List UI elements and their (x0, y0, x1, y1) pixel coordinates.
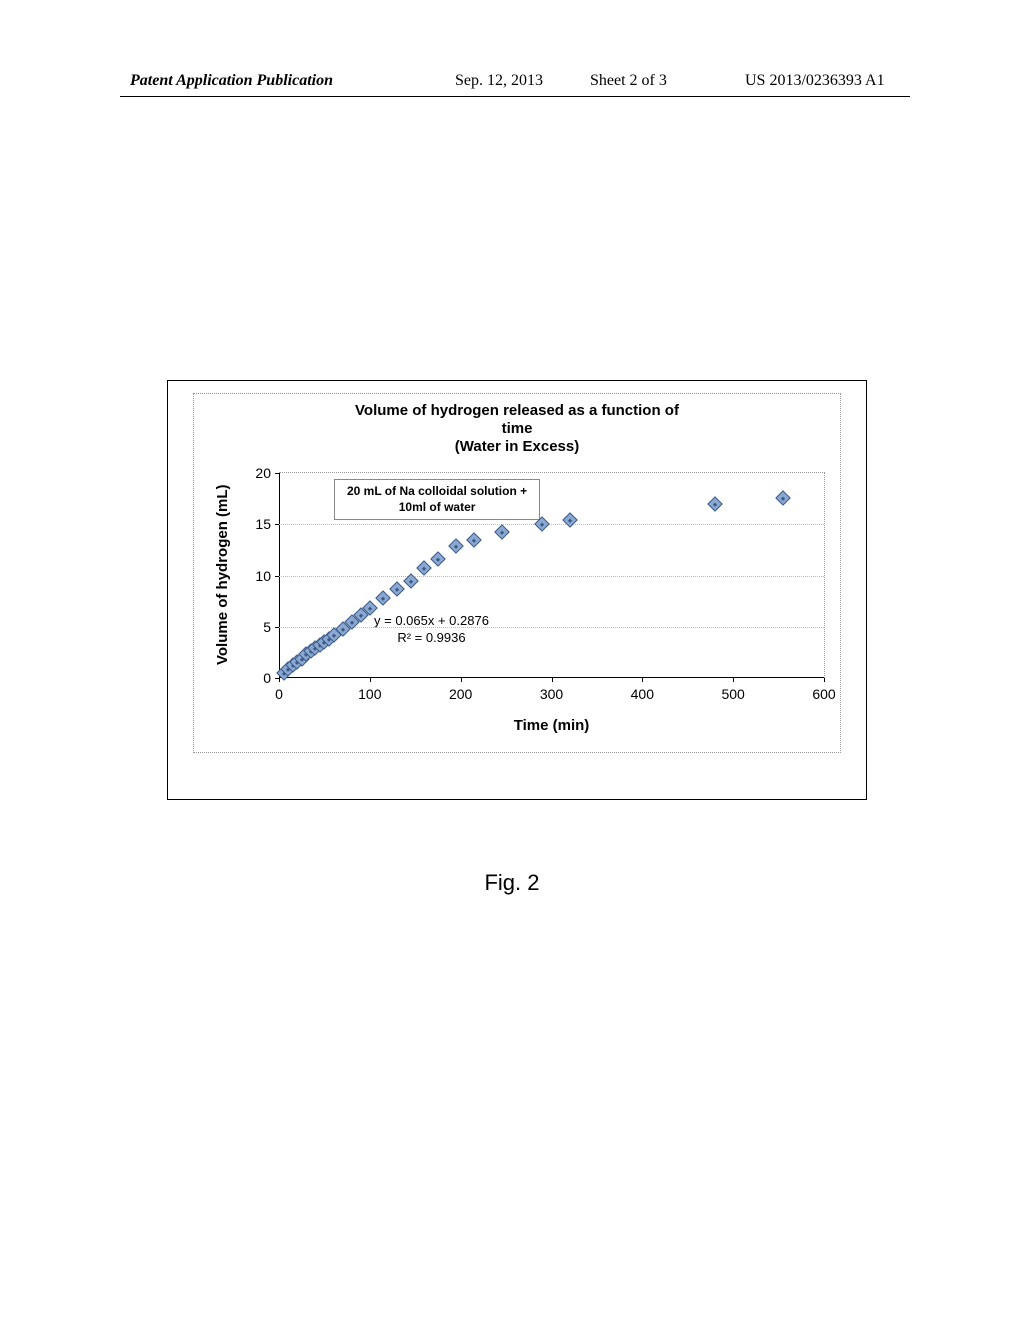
x-tick-mark (552, 678, 553, 682)
header-pubno: US 2013/0236393 A1 (745, 72, 885, 90)
equation-line2: R² = 0.9936 (397, 630, 465, 645)
x-axis-label: Time (min) (279, 717, 824, 734)
y-tick-label: 20 (255, 465, 271, 481)
equation-line1: y = 0.065x + 0.2876 (374, 613, 489, 628)
chart-title-line3: (Water in Excess) (455, 438, 580, 455)
data-point (430, 551, 446, 567)
legend-line2: 10ml of water (399, 500, 476, 514)
x-tick-mark (461, 678, 462, 682)
x-tick-mark (279, 678, 280, 682)
chart-frame: Volume of hydrogen released as a functio… (193, 393, 841, 753)
y-tick-label: 10 (255, 568, 271, 584)
legend-line1: 20 mL of Na colloidal solution + (347, 484, 527, 498)
x-tick-mark (824, 678, 825, 682)
header-sheet: Sheet 2 of 3 (590, 72, 667, 90)
y-tick-label: 0 (263, 670, 271, 686)
header-rule (120, 96, 910, 97)
gridline (279, 627, 824, 628)
figure-outer-box: Volume of hydrogen released as a functio… (167, 380, 867, 800)
x-tick-label: 200 (449, 686, 472, 702)
data-point (389, 581, 405, 597)
data-point (494, 525, 510, 541)
header-publication: Patent Application Publication (130, 72, 333, 90)
data-point (707, 496, 723, 512)
y-axis-label: Volume of hydrogen (mL) (214, 472, 231, 677)
legend-box: 20 mL of Na colloidal solution + 10ml of… (334, 479, 540, 520)
x-tick-label: 500 (721, 686, 744, 702)
chart-title-line1: Volume of hydrogen released as a functio… (355, 402, 679, 419)
y-tick-label: 5 (263, 619, 271, 635)
fit-equation: y = 0.065x + 0.2876 R² = 0.9936 (374, 613, 489, 647)
data-point (467, 532, 483, 548)
x-tick-mark (642, 678, 643, 682)
y-tick-label: 15 (255, 516, 271, 532)
y-tick-mark (275, 524, 279, 525)
data-point (448, 538, 464, 554)
data-point (562, 512, 578, 528)
header-date: Sep. 12, 2013 (455, 72, 543, 90)
figure-caption: Fig. 2 (0, 870, 1024, 896)
chart-title: Volume of hydrogen released as a functio… (194, 402, 840, 456)
gridline (279, 524, 824, 525)
y-tick-mark (275, 576, 279, 577)
x-tick-label: 0 (275, 686, 283, 702)
data-point (775, 490, 791, 506)
x-tick-label: 600 (812, 686, 835, 702)
gridline (279, 576, 824, 577)
chart-title-line2: time (502, 420, 533, 437)
data-point (376, 590, 392, 606)
x-tick-label: 400 (631, 686, 654, 702)
data-point (417, 561, 433, 577)
x-tick-mark (733, 678, 734, 682)
x-tick-label: 100 (358, 686, 381, 702)
x-tick-label: 300 (540, 686, 563, 702)
x-tick-mark (370, 678, 371, 682)
plot-area: 20 mL of Na colloidal solution + 10ml of… (279, 472, 825, 678)
y-tick-mark (275, 627, 279, 628)
y-tick-mark (275, 473, 279, 474)
